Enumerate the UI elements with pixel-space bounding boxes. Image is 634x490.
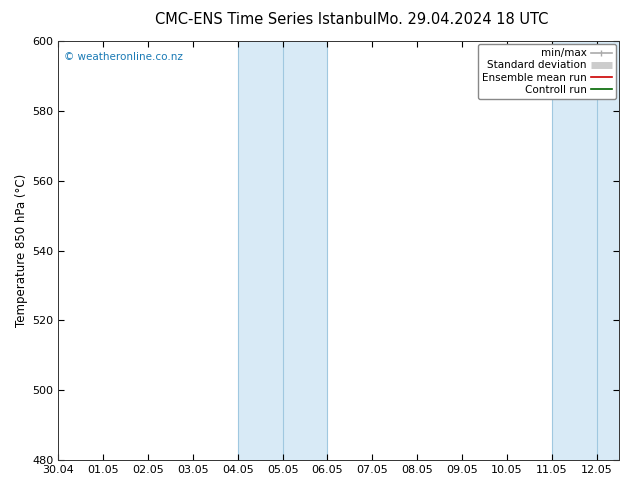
Text: CMC-ENS Time Series Istanbul: CMC-ENS Time Series Istanbul xyxy=(155,12,377,27)
Legend: min/max, Standard deviation, Ensemble mean run, Controll run: min/max, Standard deviation, Ensemble me… xyxy=(478,44,616,99)
Bar xyxy=(238,41,327,460)
Y-axis label: Temperature 850 hPa (°C): Temperature 850 hPa (°C) xyxy=(15,174,28,327)
Text: Mo. 29.04.2024 18 UTC: Mo. 29.04.2024 18 UTC xyxy=(377,12,548,27)
Bar xyxy=(552,41,619,460)
Text: © weatheronline.co.nz: © weatheronline.co.nz xyxy=(64,51,183,62)
